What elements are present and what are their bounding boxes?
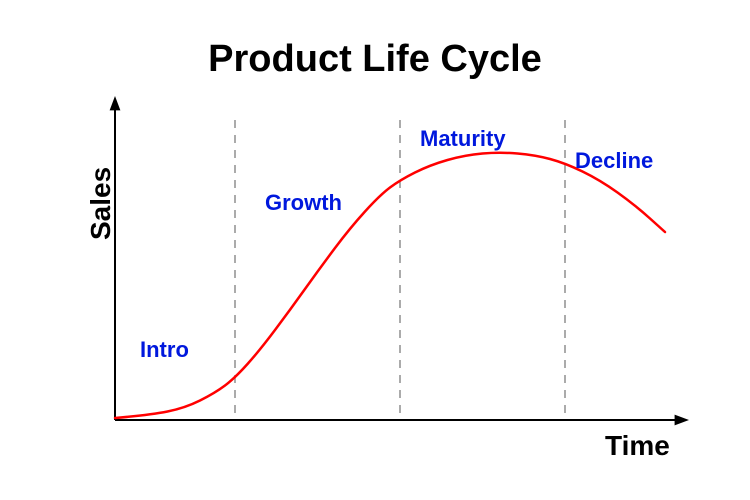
stage-label-decline: Decline	[575, 148, 653, 174]
diagram-container: Product Life Cycle Sales Time IntroGrowt…	[0, 0, 750, 500]
stage-label-maturity: Maturity	[420, 126, 506, 152]
plot-svg	[0, 0, 750, 500]
y-axis-arrow	[110, 96, 121, 110]
stage-label-intro: Intro	[140, 337, 189, 363]
lifecycle-curve	[115, 153, 665, 418]
x-axis-arrow	[675, 415, 689, 426]
stage-label-growth: Growth	[265, 190, 342, 216]
